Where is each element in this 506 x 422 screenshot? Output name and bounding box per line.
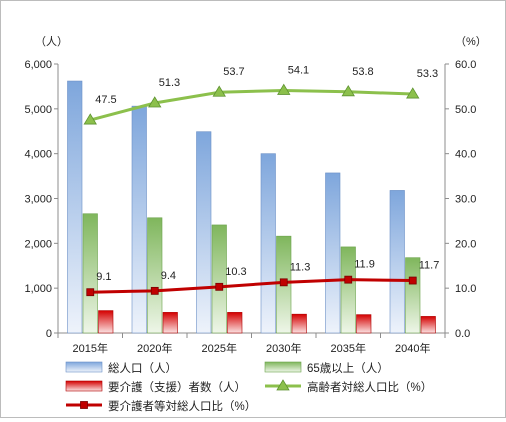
- legend-marker-triangle: [276, 379, 290, 391]
- legend-swatch: [65, 380, 103, 392]
- y-left-tick-label: 2,000: [24, 238, 52, 250]
- bar-age-65-plus: [405, 257, 421, 334]
- data-label-care-ratio: 9.1: [96, 271, 111, 283]
- bar-care-recipients: [420, 316, 436, 334]
- y-right-tick-label: 50.0: [455, 104, 476, 116]
- y-left-unit: （人）: [35, 35, 68, 48]
- legend-label: 高齢者対総人口比（%）: [307, 380, 432, 394]
- marker-elderly-ratio: [148, 96, 162, 108]
- bar-care-recipients: [291, 313, 307, 334]
- bar-total-population: [131, 105, 147, 334]
- y-left-tick-label: 4,000: [24, 149, 52, 161]
- data-label-care-ratio: 11.7: [419, 260, 440, 272]
- data-label-elderly-ratio: 54.1: [288, 64, 309, 76]
- bar-total-population: [325, 172, 341, 334]
- y-left-tick-label: 0: [46, 328, 52, 340]
- data-label-care-ratio: 9.4: [161, 270, 176, 282]
- line-care-ratio: [90, 278, 413, 294]
- bar-age-65-plus: [340, 246, 356, 334]
- y-left-tick-label: 5,000: [24, 104, 52, 116]
- marker-elderly-ratio: [277, 83, 291, 95]
- y-right-tick-label: 20.0: [455, 238, 476, 250]
- legend-label: 要介護（支援）者数（人）: [108, 380, 246, 394]
- y-right-unit: （%）: [455, 35, 487, 48]
- bar-care-recipients: [227, 312, 243, 334]
- marker-care-ratio: [279, 278, 288, 287]
- marker-care-ratio: [150, 286, 159, 295]
- y-right-tick-label: 40.0: [455, 149, 476, 161]
- y-left-tick-label: 3,000: [24, 194, 52, 206]
- marker-care-ratio: [215, 282, 224, 291]
- marker-care-ratio: [344, 275, 353, 284]
- marker-elderly-ratio: [406, 87, 420, 99]
- legend-swatch: [65, 361, 103, 373]
- marker-elderly-ratio: [212, 85, 226, 97]
- line-elderly-ratio: [89, 88, 413, 122]
- x-tick-label: 2030年: [266, 341, 301, 355]
- marker-elderly-ratio: [83, 113, 97, 125]
- data-label-elderly-ratio: 53.7: [223, 66, 244, 78]
- legend-label: 要介護者等対総人口比（%）: [108, 399, 256, 413]
- y-left-tick-label: 6,000: [24, 59, 52, 71]
- bar-age-65-plus: [147, 217, 163, 334]
- data-label-elderly-ratio: 47.5: [95, 94, 116, 106]
- marker-care-ratio: [86, 288, 95, 297]
- data-label-elderly-ratio: 53.8: [352, 66, 373, 78]
- x-tick-label: 2040年: [395, 341, 430, 355]
- data-label-care-ratio: 11.3: [290, 261, 311, 273]
- marker-care-ratio: [408, 276, 417, 285]
- x-tick-label: 2020年: [137, 341, 172, 355]
- bar-care-recipients: [162, 312, 178, 334]
- legend-label: 総人口（人）: [108, 361, 177, 375]
- bar-care-recipients: [98, 310, 114, 334]
- bar-total-population: [389, 190, 405, 334]
- y-left-tick-label: 1,000: [24, 283, 52, 295]
- data-label-care-ratio: 11.9: [354, 259, 375, 271]
- data-label-elderly-ratio: 51.3: [159, 77, 180, 89]
- data-label-care-ratio: 10.3: [225, 266, 246, 278]
- x-tick-label: 2025年: [202, 341, 237, 355]
- y-right-tick-label: 10.0: [455, 283, 476, 295]
- y-right-tick-label: 60.0: [455, 59, 476, 71]
- bar-total-population: [260, 153, 276, 334]
- bar-age-65-plus: [211, 224, 227, 334]
- legend-marker-square: [80, 401, 88, 409]
- y-right-tick-label: 30.0: [455, 194, 476, 206]
- marker-elderly-ratio: [341, 85, 355, 97]
- bar-total-population: [196, 131, 212, 334]
- data-label-elderly-ratio: 53.3: [417, 68, 438, 80]
- legend-swatch: [264, 361, 302, 373]
- bar-total-population: [67, 80, 83, 334]
- x-tick-label: 2035年: [331, 341, 366, 355]
- bar-age-65-plus: [82, 213, 98, 334]
- legend-label: 65歳以上（人）: [307, 362, 389, 375]
- x-tick-label: 2015年: [73, 341, 108, 355]
- y-right-tick-label: 0.0: [455, 328, 470, 340]
- bar-care-recipients: [356, 314, 372, 334]
